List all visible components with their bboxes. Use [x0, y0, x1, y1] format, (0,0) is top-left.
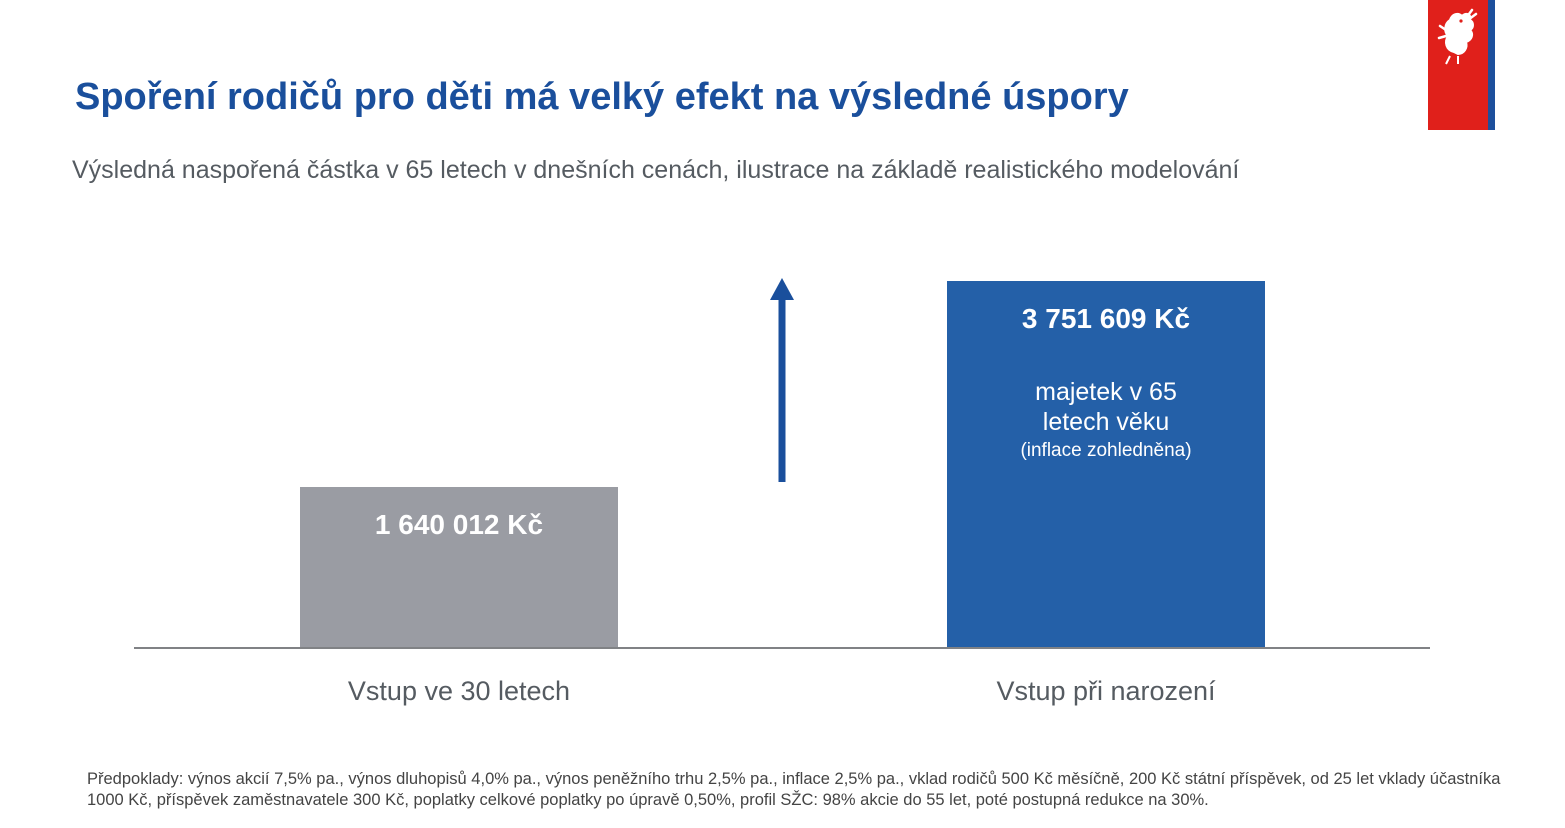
bar-value-label-1: 1 640 012 Kč: [375, 509, 543, 540]
footnote: Předpoklady: výnos akcií 7,5% pa., výnos…: [87, 770, 1501, 809]
x-tick-label-1: Vstup ve 30 letech: [348, 676, 570, 706]
logo: [1428, 0, 1488, 130]
page-subtitle: Výsledná naspořená částka v 65 letech v …: [72, 156, 1240, 184]
x-tick-label-2: Vstup při narození: [996, 676, 1216, 706]
bar-annotation-line-1: majetek v 65: [1035, 378, 1177, 406]
bar-2: [947, 281, 1265, 647]
bar-1: [300, 487, 618, 647]
logo-stripe: [1488, 0, 1495, 130]
bar-annotation-note: (inflace zohledněna): [1020, 440, 1191, 461]
up-arrow-icon: [770, 278, 794, 300]
bar-chart: 1 640 012 Kč Vstup ve 30 letech 3 751 609 …: [134, 278, 1430, 706]
bar-annotation-line-2: letech věku: [1043, 408, 1169, 436]
bar-value-label-2: 3 751 609 Kč: [1022, 303, 1190, 334]
czech-lion-emblem-icon: [1437, 8, 1478, 65]
page-title: Spoření rodičů pro děti má velký efekt n…: [75, 76, 1129, 118]
